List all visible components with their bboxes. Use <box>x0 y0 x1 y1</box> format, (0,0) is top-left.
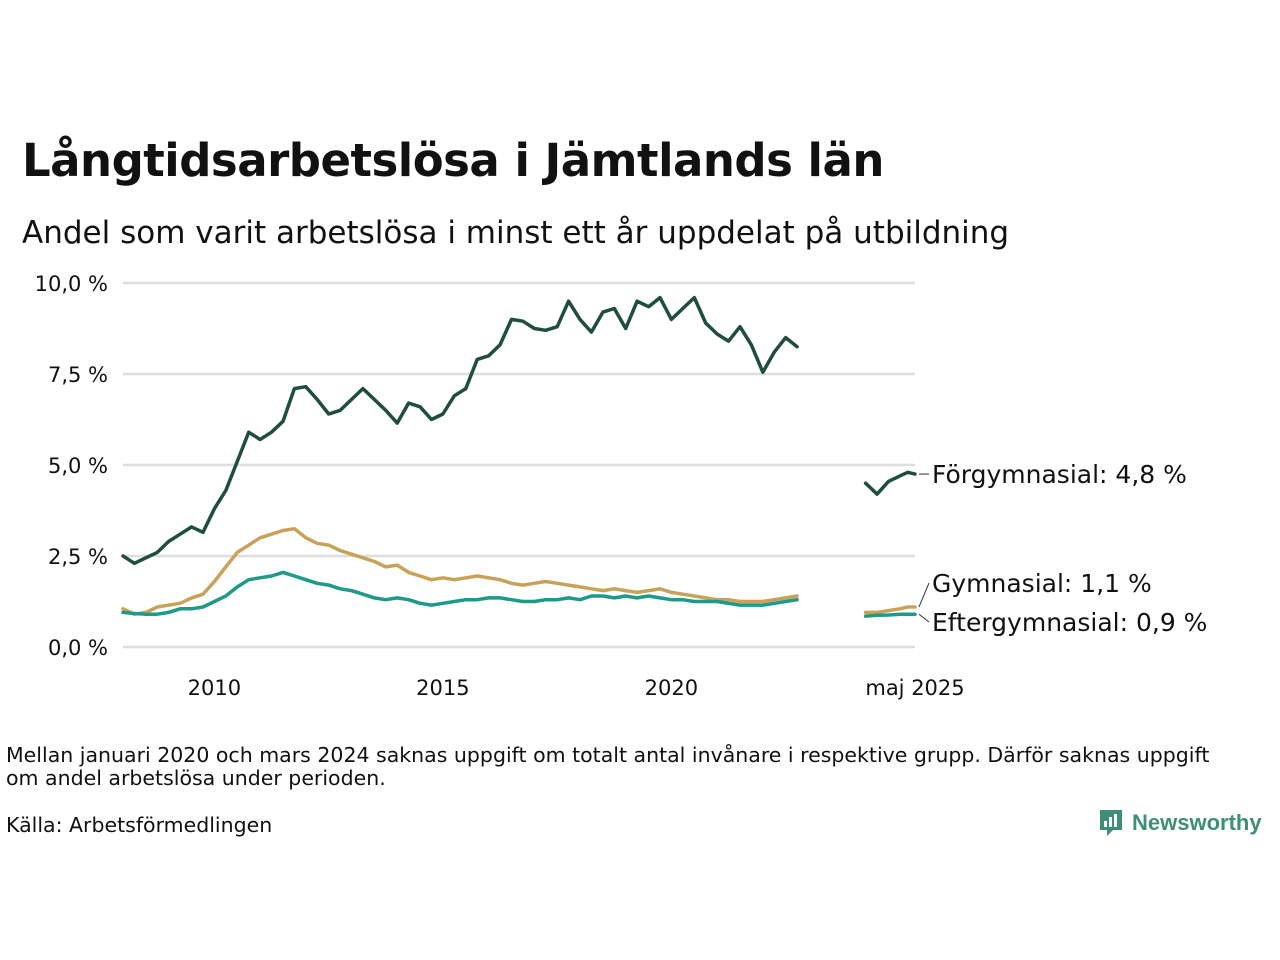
series-line-forgymnasial-0 <box>121 295 799 566</box>
leader-line-gymnasial <box>918 582 930 608</box>
y-tick-label: 2,5 % <box>48 545 108 569</box>
leader-line-eftergymnasial <box>918 613 930 623</box>
series-line-gymnasial-0 <box>121 526 799 616</box>
series-line-eftergymnasial-0 <box>121 570 799 616</box>
footnote: Mellan januari 2020 och mars 2024 saknas… <box>6 743 1210 790</box>
end-label-gymnasial: Gymnasial: 1,1 % <box>932 569 1152 598</box>
brand-logo: Newsworthy <box>1098 808 1262 838</box>
series-lines <box>121 295 917 618</box>
y-tick-label: 10,0 % <box>35 272 108 296</box>
chart-title: Långtidsarbetslösa i Jämtlands län <box>22 134 884 187</box>
y-tick-label: 5,0 % <box>48 454 108 478</box>
y-tick-label: 0,0 % <box>48 636 108 660</box>
series-line-forgymnasial-1 <box>863 470 917 496</box>
series-line-eftergymnasial-1 <box>863 612 917 618</box>
series-end-labels: Förgymnasial: 4,8 % Gymnasial: 1,1 % Efter… <box>918 460 1207 637</box>
x-tick-label: maj 2025 <box>865 676 964 700</box>
x-tick-label: 2020 <box>645 676 698 700</box>
series-line-gymnasial-1 <box>863 605 917 615</box>
source-text: Källa: Arbetsförmedlingen <box>6 813 273 837</box>
grid-lines <box>123 281 915 649</box>
end-label-forgymnasial: Förgymnasial: 4,8 % <box>932 460 1187 489</box>
newsworthy-logo-icon <box>1100 810 1122 836</box>
end-label-eftergymnasial: Eftergymnasial: 0,9 % <box>932 608 1207 637</box>
line-chart: 0,0 % 2,5 % 5,0 % 7,5 % 10,0 % 2010 2015 2020 m… <box>35 272 1208 700</box>
x-tick-label: 2010 <box>188 676 241 700</box>
x-axis-tick-labels: 2010 2015 2020 maj 2025 <box>188 676 965 700</box>
x-tick-label: 2015 <box>416 676 469 700</box>
brand-name: Newsworthy <box>1132 810 1262 835</box>
y-tick-label: 7,5 % <box>48 363 108 387</box>
y-axis-tick-labels: 0,0 % 2,5 % 5,0 % 7,5 % 10,0 % <box>35 272 108 660</box>
chart-subtitle: Andel som varit arbetslösa i minst ett å… <box>22 215 1010 251</box>
